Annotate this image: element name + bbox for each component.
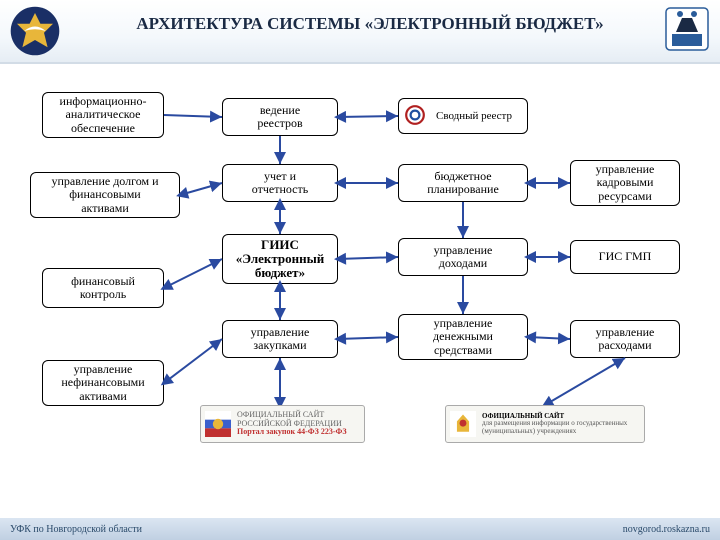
box-registry: ведение реестров [222, 98, 338, 136]
box-hr: управление кадровыми ресурсами [570, 160, 680, 206]
emblem-left-icon [8, 4, 62, 58]
footer-bar: УФК по Новгородской области novgorod.ros… [0, 518, 720, 540]
official-site-banner: ОФИЦИАЛЬНЫЙ САЙТ для размещения информац… [445, 405, 645, 443]
box-procurement: управление закупками [222, 320, 338, 358]
box-income: управление доходами [398, 238, 528, 276]
box-gis-gmp: ГИС ГМП [570, 240, 680, 274]
box-expenses: управление расходами [570, 320, 680, 358]
rf-coat-icon [450, 411, 476, 437]
banner-proc-label: Портал закупок 44-ФЗ 223-ФЗ [237, 427, 347, 436]
box-accounting: учет и отчетность [222, 164, 338, 202]
box-giis: ГИИС «Электронный бюджет» [222, 234, 338, 284]
rf-emblem-icon [205, 411, 231, 437]
banner-off-sub: для размещения информации о государствен… [482, 420, 642, 435]
ebudget-logo-icon [404, 104, 426, 126]
header-bar: АРХИТЕКТУРА СИСТЕМЫ «ЭЛЕКТРОННЫЙ БЮДЖЕТ» [0, 0, 720, 64]
box-nonfin: управление нефинансовыми активами [42, 360, 164, 406]
slide-canvas: АРХИТЕКТУРА СИСТЕМЫ «ЭЛЕКТРОННЫЙ БЮДЖЕТ»… [0, 0, 720, 540]
procurement-portal-banner: ОФИЦИАЛЬНЫЙ САЙТ РОССИЙСКОЙ ФЕДЕРАЦИИ По… [200, 405, 365, 443]
footer-right: novgorod.roskazna.ru [623, 524, 710, 535]
box-fin-control: финансовый контроль [42, 268, 164, 308]
slide-title: АРХИТЕКТУРА СИСТЕМЫ «ЭЛЕКТРОННЫЙ БЮДЖЕТ» [100, 14, 640, 34]
box-info-analytic: информационно- аналитическое обеспечение [42, 92, 164, 138]
box-budget-planning: бюджетное планирование [398, 164, 528, 202]
emblem-right-icon [662, 4, 712, 54]
box-cash: управление денежными средствами [398, 314, 528, 360]
footer-left: УФК по Новгородской области [10, 524, 142, 535]
box-debt: управление долгом и финансовыми активами [30, 172, 180, 218]
